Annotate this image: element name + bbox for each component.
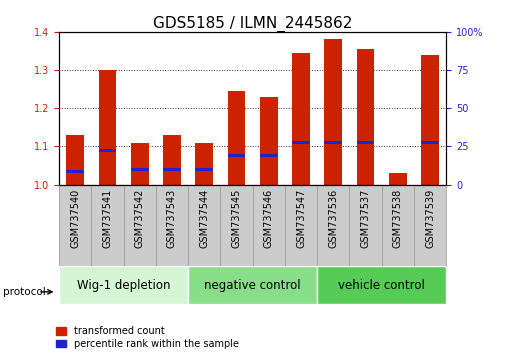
Bar	[357, 141, 374, 144]
Bar	[163, 168, 181, 171]
Bar	[260, 154, 278, 158]
Bar	[324, 40, 342, 184]
Text: GSM737542: GSM737542	[135, 189, 145, 248]
FancyBboxPatch shape	[221, 184, 252, 266]
FancyBboxPatch shape	[382, 184, 414, 266]
Bar	[357, 49, 374, 184]
Bar	[98, 149, 116, 152]
FancyBboxPatch shape	[317, 184, 349, 266]
Text: GSM737540: GSM737540	[70, 189, 80, 248]
Bar	[131, 143, 149, 184]
FancyBboxPatch shape	[59, 266, 188, 304]
FancyBboxPatch shape	[349, 184, 382, 266]
FancyBboxPatch shape	[188, 266, 317, 304]
Bar	[66, 170, 84, 173]
Text: negative control: negative control	[204, 279, 301, 292]
FancyBboxPatch shape	[59, 184, 91, 266]
Title: GDS5185 / ILMN_2445862: GDS5185 / ILMN_2445862	[153, 16, 352, 32]
Bar	[389, 173, 407, 184]
Bar	[66, 135, 84, 184]
Text: GSM737544: GSM737544	[199, 189, 209, 248]
Bar	[195, 168, 213, 171]
Text: protocol: protocol	[3, 287, 45, 297]
Bar	[421, 141, 439, 144]
Bar	[260, 97, 278, 184]
FancyBboxPatch shape	[188, 184, 221, 266]
FancyBboxPatch shape	[414, 184, 446, 266]
Bar	[98, 70, 116, 184]
FancyBboxPatch shape	[252, 184, 285, 266]
Text: GSM737546: GSM737546	[264, 189, 274, 248]
Bar	[131, 168, 149, 171]
Text: vehicle control: vehicle control	[338, 279, 425, 292]
Text: GSM737537: GSM737537	[361, 189, 370, 248]
Text: GSM737539: GSM737539	[425, 189, 435, 248]
Bar	[292, 141, 310, 144]
Text: GSM737543: GSM737543	[167, 189, 177, 248]
Bar	[228, 91, 245, 184]
Text: GSM737538: GSM737538	[393, 189, 403, 248]
Bar	[163, 135, 181, 184]
Text: GSM737545: GSM737545	[231, 189, 242, 248]
Bar	[292, 53, 310, 184]
FancyBboxPatch shape	[285, 184, 317, 266]
FancyBboxPatch shape	[124, 184, 156, 266]
FancyBboxPatch shape	[317, 266, 446, 304]
Bar	[228, 154, 245, 158]
Bar	[324, 141, 342, 144]
Bar	[195, 143, 213, 184]
Text: GSM737541: GSM737541	[103, 189, 112, 248]
FancyBboxPatch shape	[91, 184, 124, 266]
Bar	[421, 55, 439, 184]
Legend: transformed count, percentile rank within the sample: transformed count, percentile rank withi…	[56, 326, 239, 349]
Text: Wig-1 depletion: Wig-1 depletion	[77, 279, 170, 292]
Text: GSM737536: GSM737536	[328, 189, 339, 248]
Text: GSM737547: GSM737547	[296, 189, 306, 248]
FancyBboxPatch shape	[156, 184, 188, 266]
